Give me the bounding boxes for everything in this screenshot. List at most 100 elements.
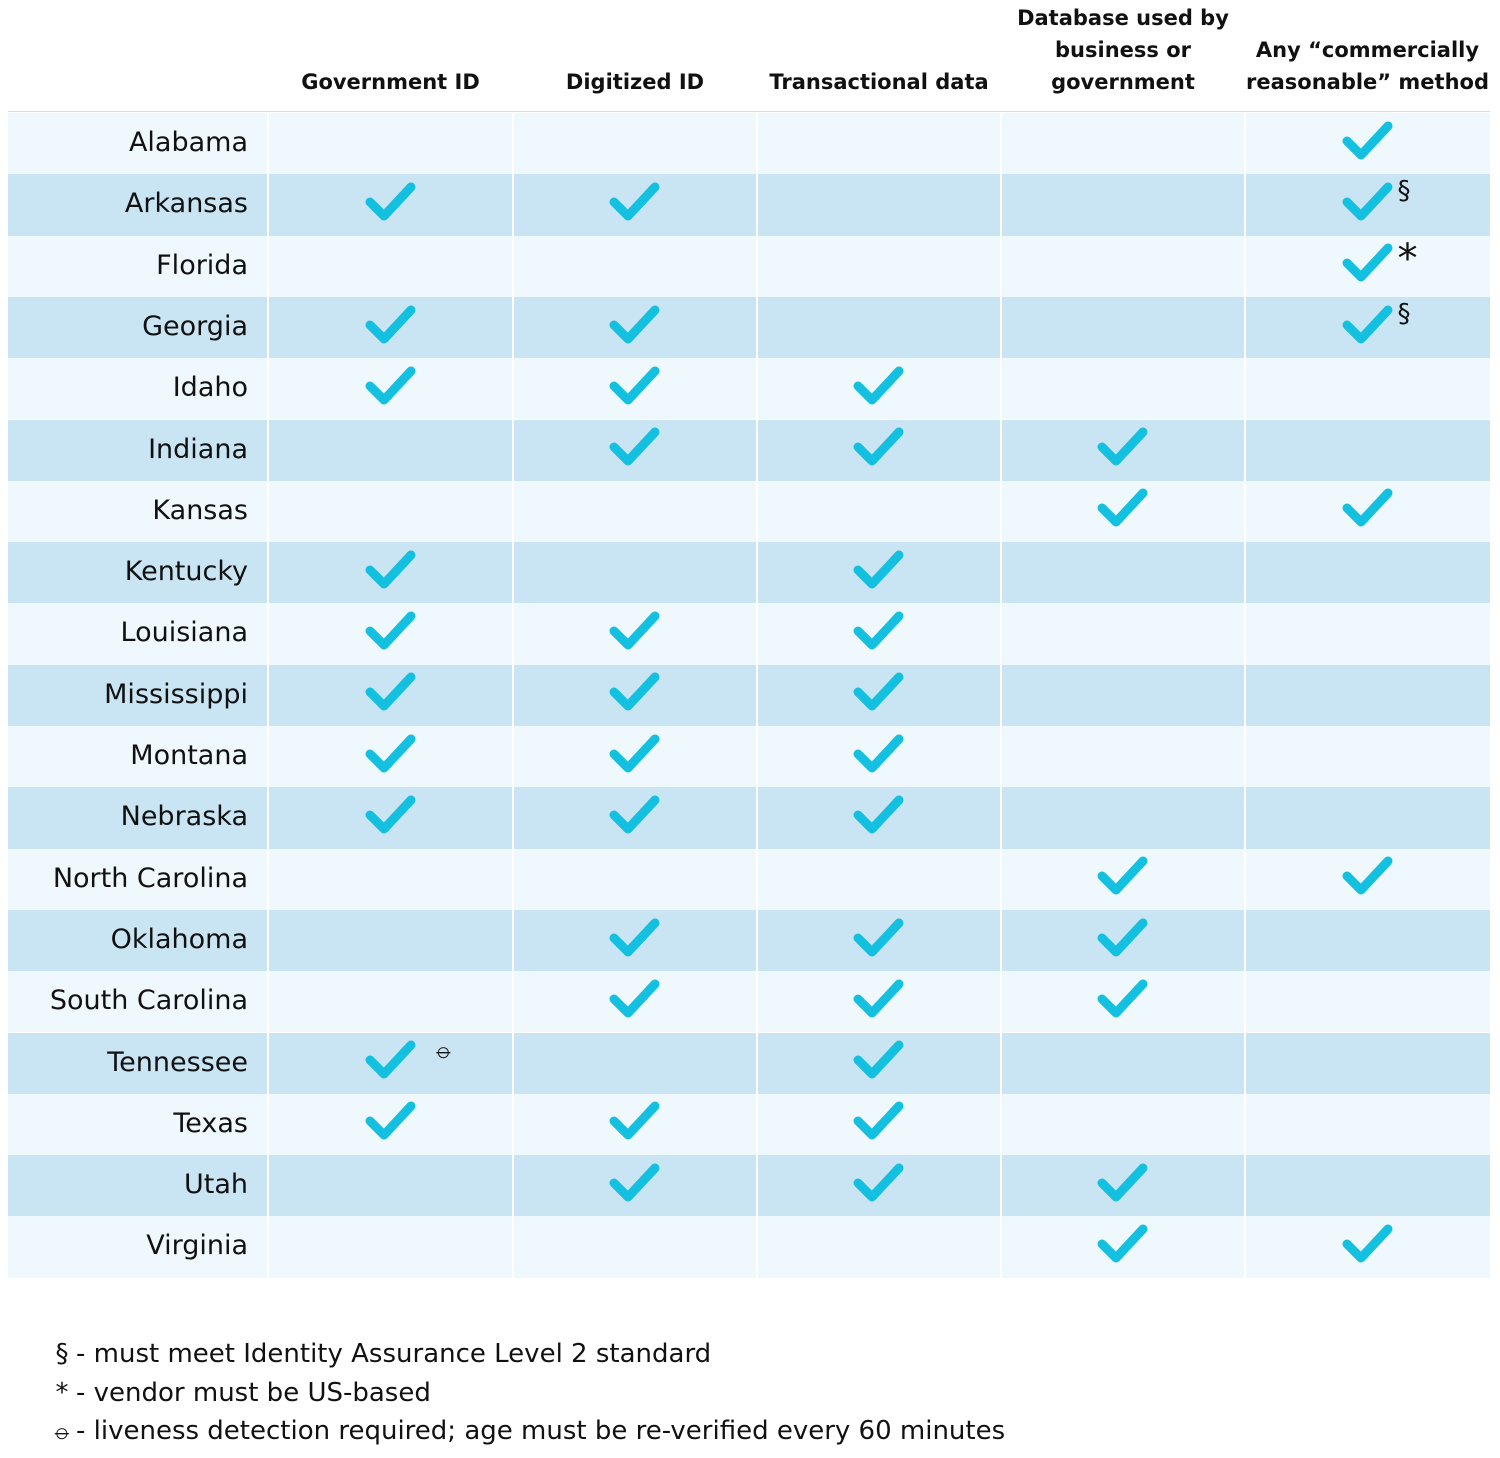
checkmark-stroke xyxy=(609,1101,660,1140)
table-row xyxy=(8,113,1490,175)
checkmark-stroke xyxy=(365,734,415,773)
column-divider xyxy=(1000,113,1002,1278)
checkmark xyxy=(609,305,660,344)
column-header: Transactional data xyxy=(769,70,989,94)
checkmark xyxy=(1097,1224,1148,1263)
checkmark-stroke xyxy=(853,734,904,773)
table-row xyxy=(8,909,1490,972)
checkmark xyxy=(1097,856,1148,895)
table-row xyxy=(8,542,1490,604)
table-row xyxy=(8,664,1490,726)
table-row xyxy=(8,971,1490,1033)
checkmark-stroke xyxy=(853,672,904,711)
checkmark-stroke xyxy=(1342,488,1392,527)
table-row xyxy=(8,174,1490,236)
checkmark xyxy=(1342,856,1392,895)
checkmark xyxy=(1097,979,1148,1018)
checkmark xyxy=(609,979,660,1018)
checkmark-stroke xyxy=(853,1163,904,1202)
footnote-symbol: § xyxy=(55,1339,69,1369)
checkmark-stroke xyxy=(609,979,660,1018)
state-name: North Carolina xyxy=(52,862,248,894)
checkmark-stroke xyxy=(609,182,660,221)
header-rule xyxy=(8,111,1490,112)
checkmark-stroke xyxy=(1097,488,1148,527)
column-divider xyxy=(756,113,758,1278)
checkmark xyxy=(609,918,660,957)
checkmark-stroke xyxy=(853,1040,904,1079)
checkmark-stroke xyxy=(853,366,904,405)
checkmark-stroke xyxy=(365,550,415,589)
checkmark-stroke xyxy=(365,182,415,221)
state-name: Oklahoma xyxy=(110,923,248,955)
checkmark xyxy=(853,795,904,834)
checkmark xyxy=(609,611,660,650)
checkmark-stroke xyxy=(1342,856,1392,895)
table-row xyxy=(8,235,1490,297)
state-name: Utah xyxy=(183,1169,248,1201)
footnote-text: - vendor must be US-based xyxy=(76,1377,431,1408)
column-header: Government ID xyxy=(301,70,480,94)
checkmark xyxy=(1097,427,1148,466)
table-row xyxy=(8,726,1490,788)
table-row xyxy=(8,1032,1490,1094)
checkmark-stroke xyxy=(1342,1224,1392,1263)
footnote-marker: § xyxy=(1397,176,1411,207)
state-name: Kentucky xyxy=(124,556,248,588)
state-name: Texas xyxy=(173,1107,248,1139)
checkmark xyxy=(609,795,660,834)
column-divider xyxy=(267,113,269,1278)
checkmark-stroke xyxy=(853,611,904,650)
state-name: Georgia xyxy=(142,310,248,342)
checkmark-stroke xyxy=(1097,1224,1148,1263)
checkmark xyxy=(853,1101,904,1140)
checkmark-stroke xyxy=(1342,182,1392,221)
table-row xyxy=(8,848,1490,910)
checkmark-stroke xyxy=(609,366,660,405)
checkmark-stroke xyxy=(853,918,904,957)
column-header: Any “commercially reasonable” method xyxy=(1246,38,1489,94)
checkmark xyxy=(609,1101,660,1140)
state-name: Montana xyxy=(130,740,248,771)
checkmark xyxy=(1342,182,1392,221)
table-row xyxy=(8,787,1490,849)
table-row xyxy=(8,296,1490,359)
table-row xyxy=(8,603,1490,665)
checkmark-stroke xyxy=(365,611,415,650)
table-row xyxy=(8,1093,1490,1156)
checkmark xyxy=(365,366,415,405)
checkmark-stroke xyxy=(609,672,660,711)
checkmark xyxy=(609,672,660,711)
checkmark-stroke xyxy=(853,1101,904,1140)
checkmark-stroke xyxy=(1342,121,1392,160)
checkmark xyxy=(853,1040,904,1079)
checkmark-stroke xyxy=(1342,305,1392,344)
footnote-marker: ⦵ xyxy=(432,1034,455,1065)
state-name: Indiana xyxy=(148,433,248,465)
checkmark-stroke xyxy=(609,795,660,834)
checkmark xyxy=(1097,1163,1148,1202)
checkmark-stroke xyxy=(365,305,415,344)
checkmark xyxy=(1342,305,1392,344)
checkmark xyxy=(609,734,660,773)
footnote-marker: § xyxy=(1397,298,1411,329)
table-row xyxy=(8,358,1490,420)
footnote-symbol: ⦵ xyxy=(51,1416,73,1446)
checkmark xyxy=(365,734,415,773)
checkmark-stroke xyxy=(853,550,904,589)
checkmark xyxy=(1342,243,1392,282)
checkmark xyxy=(853,734,904,773)
checkmark xyxy=(853,979,904,1018)
footnote-text: - liveness detection required; age must … xyxy=(76,1416,1006,1446)
checkmark xyxy=(1342,1224,1392,1263)
checkmark-stroke xyxy=(609,1163,660,1202)
checkmark xyxy=(609,427,660,466)
column-divider xyxy=(512,113,514,1278)
state-name: Idaho xyxy=(172,372,248,404)
column-header: Digitized ID xyxy=(565,70,705,94)
checkmark-stroke xyxy=(1342,243,1392,282)
checkmark xyxy=(609,182,660,221)
checkmark xyxy=(853,672,904,711)
table-row xyxy=(8,1216,1490,1278)
checkmark-stroke xyxy=(609,427,660,466)
